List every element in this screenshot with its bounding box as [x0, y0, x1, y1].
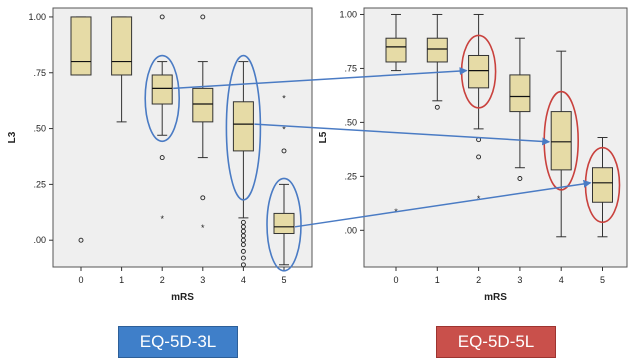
outlier-point — [159, 14, 165, 20]
y-tick-label: .75 — [344, 63, 357, 73]
y-axis-title: L3 — [7, 131, 18, 143]
box-iqr — [426, 37, 448, 63]
highlight-ellipse-blue — [266, 177, 302, 272]
outlier-point — [517, 176, 523, 181]
box-iqr — [192, 87, 214, 123]
outlier-point — [240, 242, 246, 248]
x-tick-label: 5 — [281, 275, 286, 285]
plot-area — [363, 7, 628, 268]
outlier-point — [434, 104, 440, 110]
x-axis-title: mRS — [171, 292, 194, 303]
y-tick-label: .00 — [344, 225, 357, 235]
x-tick-label: 5 — [600, 275, 605, 285]
outlier-point — [240, 262, 246, 268]
x-tick-label: 4 — [559, 275, 564, 285]
box-iqr — [151, 74, 173, 105]
extreme-point: * — [282, 93, 286, 103]
box-iqr — [468, 54, 490, 89]
x-tick-label: 2 — [160, 275, 165, 285]
comparison-arrow — [254, 123, 551, 146]
y-tick-label: 1.00 — [28, 12, 46, 22]
extreme-point: * — [282, 125, 286, 135]
outlier-point — [476, 154, 482, 160]
outlier-point — [159, 155, 165, 161]
y-tick-label: .75 — [33, 68, 46, 78]
highlight-ellipse-blue — [144, 54, 180, 143]
outlier-point — [240, 224, 246, 230]
y-tick-label: 1.00 — [339, 9, 357, 19]
y-tick-label: .00 — [33, 235, 46, 245]
box-iqr — [385, 37, 407, 63]
x-tick-label: 0 — [78, 275, 83, 285]
comparison-overlay — [144, 34, 621, 272]
outlier-point — [240, 233, 246, 239]
chart-eq5d-3l: .00 .25 .50 .75 1.00 0 1 2 3 4 5 L3 mRS * * * * — [7, 7, 313, 303]
y-tick-label: .50 — [33, 124, 46, 134]
plot-area — [52, 7, 313, 268]
outlier-point — [240, 219, 246, 225]
outlier-point — [240, 255, 246, 261]
outlier-point — [200, 195, 206, 201]
box-iqr — [550, 111, 572, 171]
x-tick-label: 2 — [476, 275, 481, 285]
x-tick-label: 3 — [200, 275, 205, 285]
outlier-point — [240, 248, 246, 254]
box-iqr — [232, 101, 254, 152]
outlier-point — [200, 14, 206, 20]
box-iqr — [273, 212, 295, 235]
x-tick-label: 1 — [119, 275, 124, 285]
y-tick-label: .25 — [33, 179, 46, 189]
x-axis-title: mRS — [484, 292, 507, 303]
box-iqr — [111, 16, 133, 76]
x-tick-label: 3 — [517, 275, 522, 285]
box-iqr — [509, 74, 531, 113]
x-tick-label: 1 — [435, 275, 440, 285]
y-tick-label: .25 — [344, 171, 357, 181]
y-axis-title: L5 — [318, 131, 329, 143]
outlier-point — [240, 237, 246, 243]
outlier-point — [78, 237, 84, 243]
extreme-point: * — [201, 223, 205, 233]
box-iqr — [592, 167, 613, 203]
comparison-arrow — [294, 179, 592, 228]
comparison-arrow — [173, 67, 468, 90]
y-tick-label: .50 — [344, 117, 357, 127]
outlier-point — [281, 148, 287, 154]
outlier-point — [240, 228, 246, 234]
x-tick-label: 0 — [393, 275, 398, 285]
box-iqr — [70, 16, 92, 76]
extreme-point: * — [160, 214, 164, 224]
label-eq5d-5l: EQ-5D-5L — [436, 326, 556, 358]
x-tick-label: 4 — [241, 275, 246, 285]
label-eq5d-3l: EQ-5D-3L — [118, 326, 238, 358]
highlight-ellipse-blue — [225, 54, 262, 201]
